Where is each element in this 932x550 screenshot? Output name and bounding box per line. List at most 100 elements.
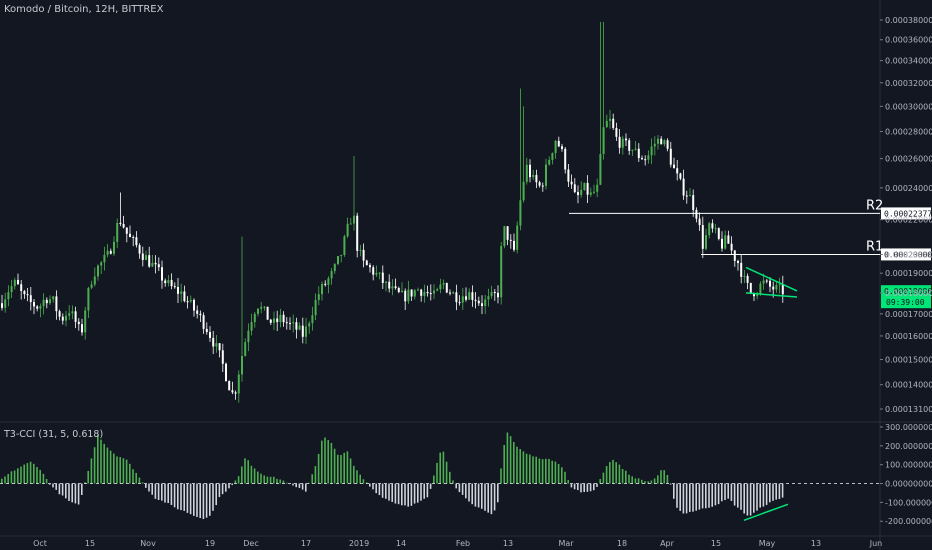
indicator-bar <box>458 483 461 493</box>
indicator-bar <box>660 470 662 484</box>
candle-body <box>212 337 215 347</box>
indicator-bar <box>503 444 505 484</box>
candle-body <box>298 325 301 330</box>
candle-body <box>660 138 663 145</box>
candle-body <box>273 318 275 323</box>
candle-body <box>269 319 272 323</box>
indicator-bar <box>429 483 432 489</box>
indicator-bar <box>465 483 467 499</box>
candle-body <box>218 343 221 351</box>
indicator-bar <box>477 483 480 508</box>
candle-body <box>1 303 3 308</box>
time-tick-label: 13 <box>811 539 821 548</box>
indicator-bar <box>557 463 560 484</box>
candle-body <box>692 195 695 210</box>
candle-body <box>583 182 586 190</box>
indicator-bar <box>241 466 243 484</box>
indicator-bar <box>237 476 240 484</box>
indicator-bar <box>769 483 771 503</box>
candle-body <box>468 292 471 300</box>
candle-body <box>100 262 103 266</box>
candle-body <box>17 279 19 285</box>
indicator-bar <box>721 483 723 502</box>
candle-body <box>436 289 439 291</box>
candle-body <box>679 173 682 179</box>
indicator-bar <box>77 483 80 505</box>
indicator-bar <box>583 483 585 493</box>
indicator-bar <box>407 483 409 507</box>
candle-body <box>170 280 173 287</box>
indicator-bar <box>84 482 86 484</box>
candle-body <box>455 292 458 303</box>
indicator-bar <box>663 470 665 484</box>
candle-body <box>477 300 480 304</box>
indicator-bar <box>167 483 169 504</box>
indicator-bar <box>161 483 163 501</box>
last-price-value: 0.00018086 <box>884 287 932 296</box>
candle-body <box>698 218 701 226</box>
indicator-bar <box>548 458 550 484</box>
candle-body <box>497 292 499 298</box>
candle-body <box>314 299 317 316</box>
candle-body <box>429 293 432 295</box>
candle-body <box>381 272 384 283</box>
candle-body <box>625 138 627 141</box>
indicator-bar <box>87 470 89 484</box>
price-tick-label: 0.00034000 <box>885 57 932 66</box>
candle-body <box>481 303 483 307</box>
candle-body <box>285 322 288 324</box>
indicator-bar <box>55 483 57 490</box>
indicator-bar <box>148 483 150 492</box>
indicator-bar <box>554 461 557 484</box>
candle-body <box>589 192 592 195</box>
candle-body <box>119 222 122 224</box>
indicator-bar <box>679 483 681 511</box>
indicator-bar <box>442 451 445 484</box>
time-tick-label: Feb <box>456 539 470 548</box>
indicator-tick-label: 300.00000000 <box>885 423 932 432</box>
candle-body <box>237 374 240 394</box>
indicator-bar <box>746 483 749 516</box>
candle-body <box>529 164 531 178</box>
candle-body <box>759 283 762 294</box>
candle-body <box>413 290 416 297</box>
indicator-bar <box>266 476 269 484</box>
indicator-bar <box>778 483 781 500</box>
candle-body <box>183 291 186 302</box>
candle-body <box>551 152 554 160</box>
candle-body <box>756 293 759 297</box>
candle-body <box>711 223 714 229</box>
candle-body <box>644 159 647 161</box>
candle-body <box>458 302 461 304</box>
indicator-bar <box>666 474 669 484</box>
candle-body <box>753 293 755 297</box>
price-tick-label: 0.00038000 <box>885 16 932 25</box>
candle-body <box>167 280 170 284</box>
indicator-bar <box>513 442 515 484</box>
indicator-bar <box>413 483 416 504</box>
candle-body <box>628 140 631 151</box>
indicator-bar <box>618 464 621 484</box>
indicator-bar <box>628 474 630 484</box>
indicator-bar <box>349 458 352 484</box>
indicator-bar <box>141 482 144 484</box>
indicator-bar <box>625 470 627 484</box>
candle-body <box>327 278 330 285</box>
candle-body <box>714 228 717 230</box>
candle-body <box>650 146 653 156</box>
indicator-bar <box>506 432 509 484</box>
candle-body <box>106 250 109 255</box>
candle-body <box>42 299 45 307</box>
candle-body <box>157 264 160 268</box>
indicator-bar <box>580 483 582 493</box>
indicator-bar <box>132 469 134 484</box>
indicator-bar <box>285 482 288 484</box>
indicator-bar <box>247 460 249 484</box>
indicator-bar <box>401 483 403 506</box>
indicator-bar <box>273 476 275 484</box>
indicator-bar <box>327 440 329 484</box>
indicator-bar <box>497 483 499 503</box>
candle-body <box>433 290 435 294</box>
indicator-bar <box>317 453 320 484</box>
